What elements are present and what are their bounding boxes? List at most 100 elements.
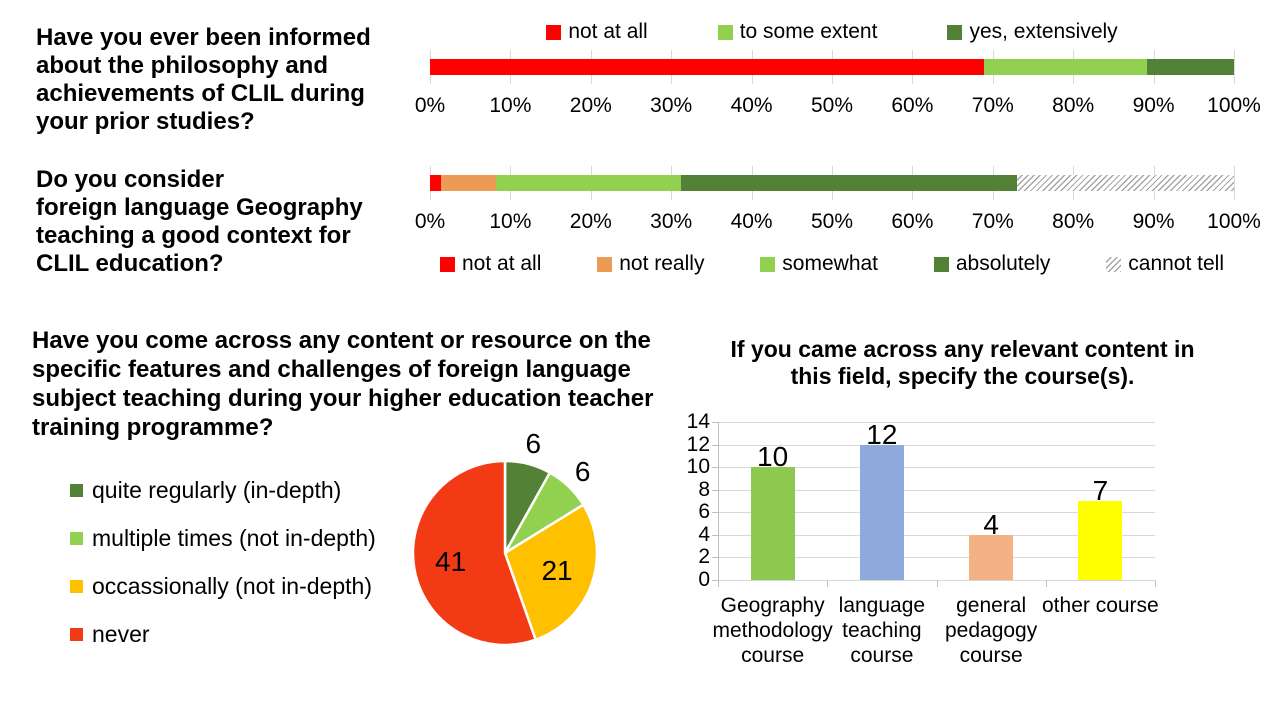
bar-segment-not-really: [441, 175, 496, 191]
y-axis-tick-label: 2: [698, 545, 710, 569]
y-axis-tick-label: 0: [698, 568, 710, 591]
axis-tick-label: 100%: [1207, 210, 1261, 233]
bar-segment-to-some-extent: [983, 59, 1148, 75]
gridline: [718, 422, 1155, 423]
y-axis-tick: [712, 580, 718, 581]
legend-label-cannot-tell: cannot tell: [1128, 252, 1224, 275]
axis-tick-label: 80%: [1052, 210, 1095, 233]
not-at-all-swatch: [546, 24, 562, 40]
axis-tick-label: 90%: [1132, 94, 1175, 117]
question-2-text: Do you consider foreign language Geograp…: [36, 166, 363, 277]
legend-item-not-at-all: not at all: [440, 252, 541, 276]
pie-data-label-multiple-times-not-in-depth: 6: [574, 455, 591, 487]
legend-item-to-some-extent: to some extent: [717, 20, 878, 44]
not-really-swatch: [597, 256, 613, 272]
pie-chart-content-frequency: [411, 459, 599, 647]
gridline: [718, 467, 1155, 469]
y-axis-tick-label: 8: [698, 477, 710, 501]
x-axis-tick: [1155, 580, 1156, 587]
legend-label-not-at-all: not at all: [568, 20, 648, 43]
bar-segment-absolutely: [680, 175, 1017, 191]
y-axis-tick-label: 6: [698, 500, 710, 524]
axis-tick-label: 80%: [1052, 94, 1095, 117]
pie-data-label-quite-regularly-in-depth: 6: [525, 428, 542, 460]
informed-about-clil-bar: [430, 59, 1234, 75]
axis-tick-label: 30%: [650, 94, 693, 117]
legend-label-yes-extensively: yes, extensively: [969, 20, 1118, 43]
stacked-bar-chart-informed-clil: not at all to some extent yes, extensively…: [415, 20, 1261, 117]
pie-legend-item-occassionally-not-in-depth: occassionally (not in-depth): [70, 562, 376, 610]
good-context-for-clil-bar: [430, 175, 1234, 191]
x-axis-category-label-other-course: other course: [1042, 594, 1159, 617]
axis-tick-label: 20%: [569, 94, 612, 117]
axis-tick-label: 50%: [810, 94, 854, 117]
legend-label-not-really: not really: [619, 252, 705, 275]
yes-extensively-swatch: [947, 24, 963, 40]
pie-legend-label-never: never: [92, 620, 150, 647]
gridline: [718, 489, 1155, 491]
axis-tick-label: 30%: [650, 210, 693, 233]
y-axis-tick: [712, 444, 718, 446]
y-axis-tick: [712, 489, 718, 491]
axis-tick-label: 40%: [730, 94, 773, 117]
bar-segment-not-at-all: [430, 175, 442, 191]
x-axis-category-label-general-pedagogy-course: general pedagogy course: [944, 594, 1038, 667]
pie-slice-occassionally-not-in-depth: [503, 503, 599, 642]
axis-tick-label: 70%: [971, 210, 1014, 233]
absolutely-swatch: [933, 256, 949, 272]
axis-tick-label: 60%: [891, 210, 934, 233]
to-some-extent-swatch: [717, 24, 733, 40]
not-at-all-swatch: [440, 256, 455, 272]
bar-segment-yes-extensively: [1147, 59, 1234, 75]
axis-tick-label: 70%: [971, 94, 1014, 117]
good-context-for-clil-axis: 0% 10% 20% 30% 40% 50% 60% 70% 80% 90% 100%: [415, 210, 1261, 233]
x-axis-category-label-language-teaching-course: language teaching course: [838, 594, 926, 667]
axis-tick-label: 50%: [810, 210, 854, 233]
y-axis-line: [718, 422, 719, 587]
legend-item-cannot-tell: cannot tell: [1106, 252, 1224, 276]
bar-data-label-geography-methodology-course: 10: [757, 441, 789, 473]
good-context-for-clil-plot-area: [430, 166, 1235, 200]
axis-tick-label: 10%: [489, 94, 532, 117]
axis-tick-label: 60%: [891, 94, 934, 117]
x-axis-tick: [1045, 580, 1047, 587]
pie-legend-label-multiple-times-not-in-depth: multiple times (not in-depth): [92, 524, 376, 551]
legend-label-absolutely: absolutely: [955, 252, 1051, 275]
gridline: [1234, 50, 1235, 84]
pie-legend-label-occassionally-not-in-depth: occassionally (not in-depth): [92, 572, 372, 599]
bar-language-teaching-course: [859, 444, 904, 580]
y-axis-tick-label: 14: [686, 410, 710, 433]
gridline: [718, 444, 1155, 446]
y-axis-tick: [712, 422, 718, 423]
gridline: [718, 557, 1155, 559]
legend-item-yes-extensively: yes, extensively: [947, 20, 1118, 44]
bar-geography-methodology-course: [750, 467, 795, 580]
stacked-bar-chart-clil-context: 0% 10% 20% 30% 40% 50% 60% 70% 80% 90% 100% not at …: [415, 166, 1261, 276]
legend-label-not-at-all: not at all: [462, 252, 542, 275]
y-axis-tick: [712, 512, 718, 514]
legend-label-somewhat: somewhat: [782, 252, 879, 275]
y-axis-tick-label: 10: [686, 455, 710, 479]
x-axis-category-label-geography-methodology-course: Geography methodology course: [712, 594, 833, 667]
question-3-text: Have you come across any content or reso…: [32, 327, 654, 441]
axis-tick-label: 0%: [414, 210, 446, 233]
x-axis-tick: [718, 580, 719, 587]
informed-about-clil-legend: not at all to some extent yes, extensively: [430, 20, 1234, 44]
pie-data-label-never: 41: [435, 546, 467, 578]
good-context-for-clil-legend: not at all not really somewhat absolutely ca…: [430, 252, 1234, 276]
informed-about-clil-plot-area: [430, 50, 1235, 84]
bar-other-course: [1078, 501, 1123, 580]
pie-chart-legend: quite regularly (in-depth) multiple times…: [70, 466, 376, 658]
legend-label-to-some-extent: to some extent: [739, 20, 878, 43]
pie-legend-item-quite-regularly-in-depth: quite regularly (in-depth): [70, 466, 376, 514]
gridline: [718, 534, 1155, 536]
axis-tick-label: 40%: [730, 210, 773, 233]
legend-item-not-really: not really: [597, 252, 704, 276]
bar-general-pedagogy-course: [969, 534, 1014, 580]
y-axis-tick: [712, 534, 718, 536]
occassionally-not-in-depth-swatch: [70, 579, 83, 593]
legend-item-not-at-all: not at all: [546, 20, 648, 44]
bar-chart-title: If you came across any relevant content …: [730, 336, 1195, 389]
informed-about-clil-axis: 0% 10% 20% 30% 40% 50% 60% 70% 80% 90% 100%: [415, 94, 1261, 117]
